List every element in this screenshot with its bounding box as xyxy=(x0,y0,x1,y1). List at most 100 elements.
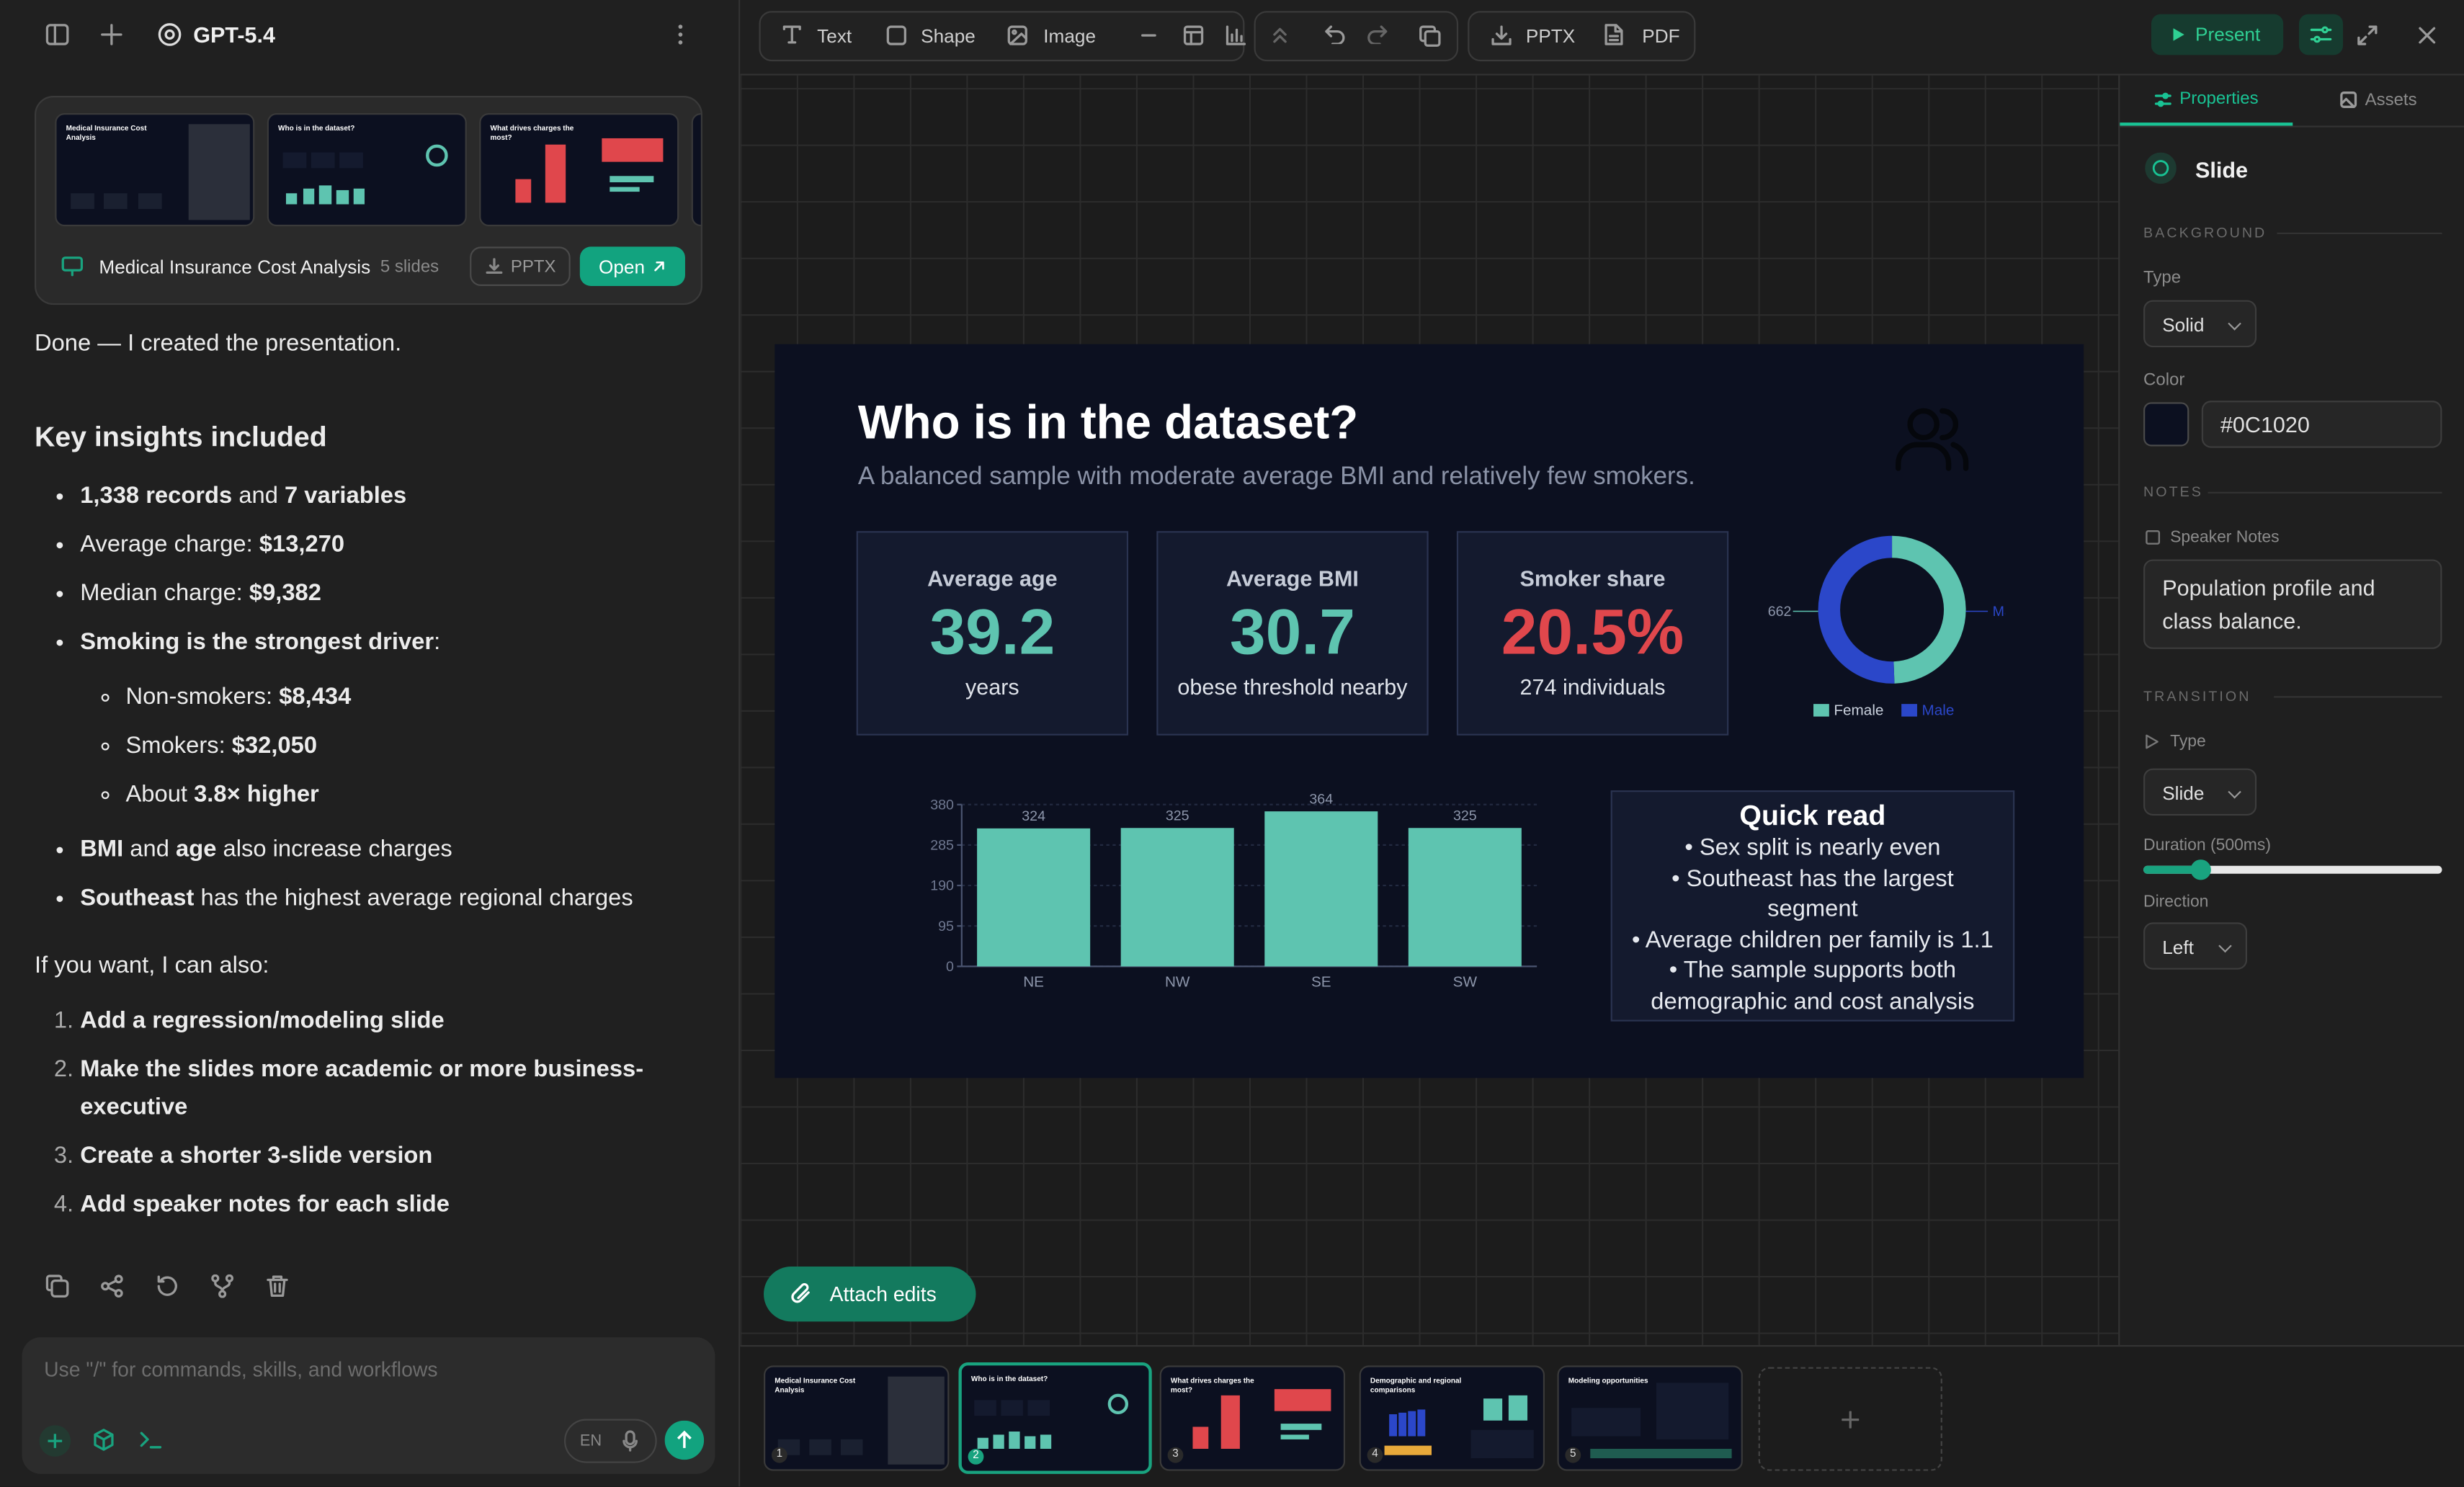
present-button[interactable]: Present xyxy=(2151,14,2284,55)
undo[interactable] xyxy=(1325,25,1345,45)
share-icon[interactable] xyxy=(101,1274,125,1298)
image-tool-icon[interactable] xyxy=(1007,25,1027,45)
shape-tool[interactable]: Shape xyxy=(921,24,976,48)
slide[interactable]: Who is in the dataset? A balanced sample… xyxy=(775,344,2084,1079)
duplicate[interactable] xyxy=(1419,25,1442,48)
offer-text: If you want, I can also: xyxy=(34,952,269,979)
presentation-card[interactable]: Medical Insurance Cost Analysis Who is in… xyxy=(34,96,702,305)
thumb-shape xyxy=(609,187,640,193)
insights-list: 1,338 records and 7 variablesAverage cha… xyxy=(35,471,695,922)
pdf-export-icon[interactable] xyxy=(1604,24,1623,46)
people-icon xyxy=(1896,408,1969,471)
y-tick-label: 380 xyxy=(930,797,954,813)
close[interactable] xyxy=(2419,27,2436,44)
stat-label: Smoker share xyxy=(1519,566,1666,591)
stat-value: 20.5% xyxy=(1501,595,1684,668)
x-tick-label: NW xyxy=(1165,974,1190,991)
thumb-shape xyxy=(514,179,532,203)
duration-slider[interactable] xyxy=(2143,865,2442,874)
text-tool-icon[interactable] xyxy=(782,25,801,44)
thumb-shape xyxy=(1280,1424,1322,1430)
bring-forward[interactable] xyxy=(1272,27,1289,44)
toggle-sidebar-icon[interactable] xyxy=(45,24,69,46)
quick-read-line: • Sex split is nearly even xyxy=(1684,834,1941,862)
copy-icon[interactable] xyxy=(45,1274,69,1298)
thumb-shape xyxy=(993,1434,1004,1449)
mic-icon[interactable] xyxy=(622,1430,638,1452)
attach-edits-label: Attach edits xyxy=(829,1282,937,1306)
slide-title[interactable]: Who is in the dataset? xyxy=(857,397,1359,450)
bar-value-label: 324 xyxy=(1022,808,1045,824)
shape-tool-icon[interactable] xyxy=(886,25,906,45)
thumb-shape xyxy=(104,192,128,210)
properties-panel: Properties Assets Slide BACKGROUND Type … xyxy=(2118,75,2464,1346)
thumb-donut xyxy=(426,145,448,167)
settings-toggle[interactable] xyxy=(2298,14,2344,55)
stat-value: 30.7 xyxy=(1229,595,1356,668)
bold-run: 1,338 records xyxy=(80,482,233,509)
more-menu[interactable] xyxy=(676,24,685,46)
thumb-shape xyxy=(311,151,335,169)
pdf-export[interactable]: PDF xyxy=(1642,24,1680,48)
slide-thumbnail[interactable]: Medical Insurance Cost Analysis 1 xyxy=(764,1365,950,1471)
option-item: Add speaker notes for each slide xyxy=(80,1187,695,1224)
open-button[interactable]: Open xyxy=(579,246,685,286)
pptx-export-icon[interactable] xyxy=(1491,25,1512,45)
slider-thumb[interactable] xyxy=(2190,859,2211,880)
branch-icon[interactable] xyxy=(210,1274,234,1298)
slide-thumbnail[interactable]: Demographic and regional comparisons 4 xyxy=(1359,1365,1545,1471)
send-button[interactable] xyxy=(664,1420,705,1460)
slide-thumbnail[interactable]: Who is in the dataset? 2 xyxy=(958,1362,1152,1474)
thumb-shape xyxy=(285,192,298,205)
select-value: Left xyxy=(2162,936,2194,959)
color-swatch[interactable] xyxy=(2143,402,2190,447)
terminal-icon[interactable] xyxy=(140,1430,162,1450)
thumb-title: What drives charges the most? xyxy=(490,124,574,141)
text-run: Smokers: xyxy=(125,732,232,759)
chat-input[interactable]: Use "/" for commands, skills, and workfl… xyxy=(22,1337,715,1474)
card-thumbnail: Who is in the dataset? xyxy=(267,113,467,227)
speaker-notes[interactable]: Population profile and class balance. xyxy=(2143,559,2442,649)
thumb-shape xyxy=(888,1376,945,1465)
language-pill[interactable]: EN xyxy=(564,1419,657,1463)
skills-icon[interactable] xyxy=(93,1429,115,1452)
fullscreen[interactable] xyxy=(2357,25,2378,45)
slide-thumbnail[interactable]: What drives charges the most? 3 xyxy=(1159,1365,1346,1471)
thumb-shape xyxy=(302,189,315,205)
quick-read-box: Quick read • Sex split is nearly even • S… xyxy=(1610,790,2015,1022)
text-run: : xyxy=(434,628,441,656)
slide-thumbnail[interactable]: Modeling opportunities 5 xyxy=(1557,1365,1743,1471)
new-chat-icon[interactable] xyxy=(101,24,123,46)
table-tool[interactable] xyxy=(1183,25,1204,45)
redo[interactable] xyxy=(1367,25,1388,45)
add-button[interactable] xyxy=(37,1424,72,1458)
pptx-button[interactable]: PPTX xyxy=(470,246,571,286)
color-input[interactable]: #0C1020 xyxy=(2201,401,2442,448)
pptx-export[interactable]: PPTX xyxy=(1525,24,1576,48)
thumb-shape xyxy=(1417,1409,1426,1437)
background-type-select[interactable]: Solid xyxy=(2143,300,2257,348)
transition-type-select[interactable]: Slide xyxy=(2143,768,2257,816)
options-list: Add a regression/modeling slide Make the … xyxy=(35,1003,695,1225)
thumb-shape xyxy=(1274,1389,1331,1411)
model-logo xyxy=(158,23,182,46)
text-tool[interactable]: Text xyxy=(817,24,852,48)
field-label: Color xyxy=(2143,370,2185,390)
add-slide-button[interactable] xyxy=(1758,1367,1942,1471)
delete-icon[interactable] xyxy=(266,1274,290,1298)
card-title: Medical Insurance Cost Analysis xyxy=(99,256,371,279)
direction-select[interactable]: Left xyxy=(2143,922,2248,970)
thumb-shape xyxy=(1220,1395,1240,1449)
chart-tool[interactable] xyxy=(1226,25,1246,45)
properties-tab[interactable]: Properties xyxy=(2179,89,2259,109)
thumb-shape xyxy=(138,192,162,210)
model-name[interactable]: GPT-5.4 xyxy=(193,22,276,48)
regenerate-icon[interactable] xyxy=(156,1274,179,1298)
assets-tab[interactable]: Assets xyxy=(2365,91,2417,110)
section-label: TRANSITION xyxy=(2143,688,2251,705)
attach-edits-button[interactable]: Attach edits xyxy=(764,1266,976,1322)
arrange-toolbar xyxy=(1254,11,1459,62)
slide-subtitle[interactable]: A balanced sample with moderate average … xyxy=(857,463,1695,491)
line-tool[interactable] xyxy=(1141,33,1156,38)
image-tool[interactable]: Image xyxy=(1043,24,1097,48)
